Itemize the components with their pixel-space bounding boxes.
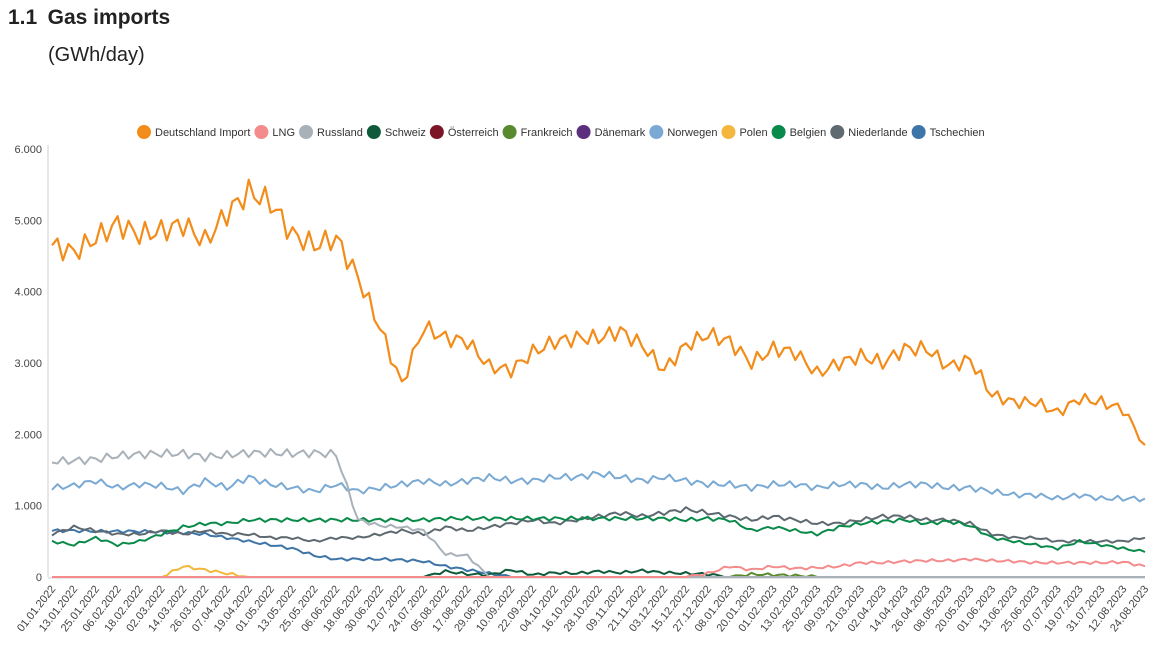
legend-label-0: Deutschland Import	[155, 127, 250, 139]
y-tick-label: 4.000	[14, 287, 42, 299]
series-line-9	[51, 515, 1146, 553]
legend-marker-7	[649, 125, 664, 139]
legend-label-7: Norwegen	[667, 127, 717, 139]
y-tick-label: 6.000	[14, 144, 42, 156]
x-axis: 01.01.202213.01.202225.01.202206.02.2022…	[15, 577, 1151, 634]
series-line-1	[52, 557, 1146, 578]
legend-marker-11	[911, 125, 926, 139]
legend-marker-5	[502, 125, 517, 139]
legend-marker-4	[429, 125, 444, 139]
series-line-7	[51, 470, 1146, 503]
series-line-0	[51, 178, 1146, 446]
series-line-2	[51, 447, 1145, 578]
legend-label-8: Polen	[739, 127, 767, 139]
legend-label-6: Dänemark	[595, 127, 646, 139]
series-lines	[51, 178, 1146, 578]
legend-marker-3	[366, 125, 381, 139]
legend-label-9: Belgien	[790, 127, 827, 139]
legend-label-1: LNG	[272, 127, 295, 139]
y-tick-label: 3.000	[14, 358, 42, 370]
legend-label-11: Tschechien	[930, 127, 985, 139]
legend-marker-10	[830, 125, 845, 139]
legend-label-2: Russland	[317, 127, 363, 139]
y-tick-label: 0	[36, 572, 42, 584]
section-number: 1.1	[8, 6, 38, 29]
legend-label-3: Schweiz	[385, 127, 426, 139]
y-axis: 0 1.000 2.000 3.000 4.000 5.000 6.000	[14, 144, 49, 584]
chart-unit-label: (GWh/day)	[48, 44, 145, 66]
legend-marker-2	[299, 125, 314, 139]
legend: Deutschland Import LNG Russland Schweiz Öste…	[137, 125, 985, 139]
legend-label-4: Österreich	[448, 127, 499, 139]
chart-heading: 1.1 Gas imports	[8, 6, 170, 30]
legend-marker-1	[254, 125, 269, 139]
y-tick-label: 5.000	[14, 215, 42, 227]
legend-marker-6	[576, 125, 591, 139]
legend-label-5: Frankreich	[521, 127, 573, 139]
y-tick-label: 2.000	[14, 429, 42, 441]
chart-title: Gas imports	[47, 6, 171, 29]
legend-marker-8	[721, 125, 736, 139]
legend-marker-9	[771, 125, 786, 139]
y-tick-label: 1.000	[14, 501, 42, 513]
legend-marker-0	[137, 125, 151, 139]
legend-label-10: Niederlande	[848, 127, 907, 139]
